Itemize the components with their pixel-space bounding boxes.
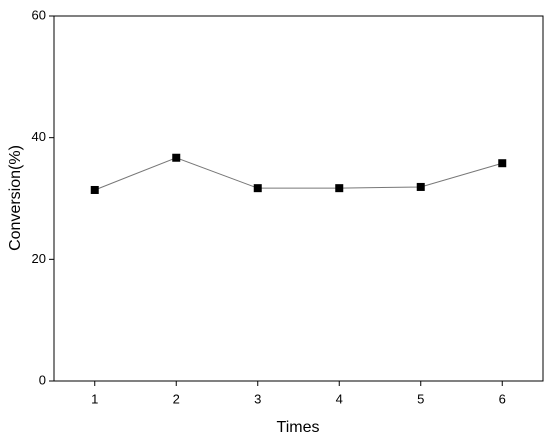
y-axis-title: Conversion(%) — [7, 145, 24, 251]
data-point — [416, 182, 425, 191]
y-tick-label: 0 — [39, 372, 46, 387]
data-point — [253, 184, 262, 193]
x-tick-label: 5 — [417, 391, 424, 406]
y-tick-label: 40 — [32, 129, 46, 144]
data-point — [498, 159, 507, 168]
data-point — [335, 184, 344, 193]
x-tick-label: 1 — [91, 391, 98, 406]
x-tick-label: 4 — [336, 391, 343, 406]
x-tick-label: 3 — [254, 391, 261, 406]
series-line — [94, 157, 503, 191]
x-axis-title: Times — [277, 419, 320, 436]
y-tick-label: 60 — [32, 7, 46, 22]
plot-frame — [53, 15, 544, 382]
x-tick-label: 2 — [173, 391, 180, 406]
x-tick-label: 6 — [499, 391, 506, 406]
data-point — [90, 185, 99, 194]
data-point — [172, 153, 181, 162]
y-tick-label: 20 — [32, 251, 46, 266]
